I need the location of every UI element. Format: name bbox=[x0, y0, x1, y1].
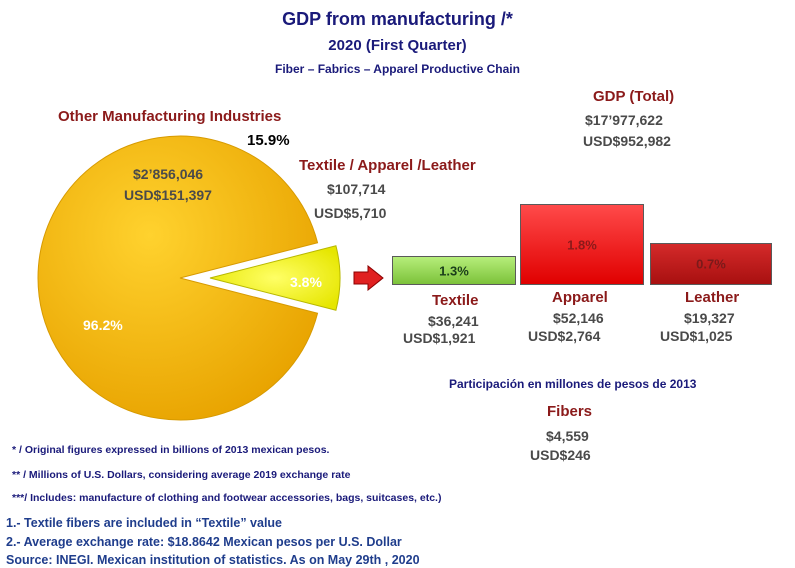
footnote-3: ***/ Includes: manufacture of clothing a… bbox=[12, 492, 442, 504]
slice-other-percent: 96.2% bbox=[83, 317, 123, 333]
slice-tal-usd: USD$5,710 bbox=[314, 205, 387, 221]
slice-label-tal: Textile / Apparel /Leather bbox=[299, 157, 476, 174]
bar-apparel-usd: USD$2,764 bbox=[528, 328, 601, 344]
bar-textile: 1.3% bbox=[392, 256, 516, 285]
slice-label-other: Other Manufacturing Industries bbox=[58, 108, 282, 125]
bar-leather-label: Leather bbox=[685, 289, 740, 306]
bar-textile-usd: USD$1,921 bbox=[403, 330, 476, 346]
bar-textile-percent: 1.3% bbox=[439, 263, 469, 278]
chart-subtitle-2: Fiber – Fabrics – Apparel Productive Cha… bbox=[275, 62, 520, 76]
footnote-1: * / Original figures expressed in billio… bbox=[12, 444, 330, 456]
pie-slice-other bbox=[37, 135, 319, 421]
bar-leather-mxn: $19,327 bbox=[684, 310, 735, 326]
pie-slice-textile-apparel-leather bbox=[209, 245, 341, 311]
note-2: 2.- Average exchange rate: $18.8642 Mexi… bbox=[6, 535, 402, 549]
bar-leather: 0.7% bbox=[650, 243, 772, 285]
fibers-label: Fibers bbox=[547, 403, 593, 420]
arrow-right-icon bbox=[353, 265, 384, 291]
footnote-2: ** / Millions of U.S. Dollars, consideri… bbox=[12, 469, 351, 481]
chart-subtitle: 2020 (First Quarter) bbox=[328, 37, 467, 54]
note-1: 1.- Textile fibers are included in “Text… bbox=[6, 516, 283, 530]
bar-apparel-label: Apparel bbox=[552, 289, 608, 306]
bar-textile-label: Textile bbox=[432, 292, 479, 309]
bar-leather-usd: USD$1,025 bbox=[660, 328, 733, 344]
slice-tal-mxn: $107,714 bbox=[327, 181, 386, 197]
chart-title: GDP from manufacturing /* bbox=[282, 9, 513, 29]
total-mxn: $17’977,622 bbox=[585, 112, 663, 128]
bar-leather-percent: 0.7% bbox=[696, 256, 726, 272]
slice-other-mxn: $2’856,046 bbox=[133, 166, 204, 182]
callout-percent: 15.9% bbox=[247, 132, 290, 149]
bar-apparel-percent: 1.8% bbox=[567, 237, 597, 252]
bar-textile-mxn: $36,241 bbox=[428, 313, 479, 329]
slice-tal-percent: 3.8% bbox=[290, 274, 322, 290]
fibers-usd: USD$246 bbox=[530, 447, 591, 463]
note-source: Source: INEGI. Mexican institution of st… bbox=[6, 553, 420, 567]
fibers-mxn: $4,559 bbox=[546, 428, 589, 444]
bar-apparel: 1.8% bbox=[520, 204, 644, 285]
bar-apparel-mxn: $52,146 bbox=[553, 310, 604, 326]
total-usd: USD$952,982 bbox=[583, 133, 671, 149]
participation-note: Participación en millones de pesos de 20… bbox=[449, 377, 697, 391]
slice-other-usd: USD$151,397 bbox=[124, 187, 212, 203]
total-label: GDP (Total) bbox=[593, 88, 675, 105]
